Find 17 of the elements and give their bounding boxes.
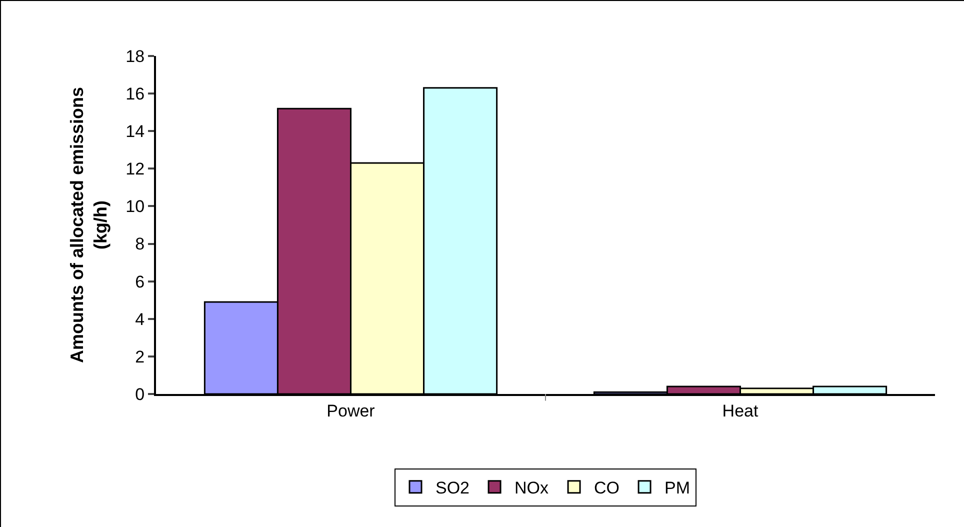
- legend-label: NOx: [514, 478, 550, 498]
- y-axis-title: Amounts of allocated emissions (kg/h): [66, 86, 110, 364]
- x-tick-label: Power: [326, 401, 376, 420]
- y-tick-label: 10: [126, 197, 145, 216]
- y-tick-label: 2: [135, 347, 145, 366]
- y-tick-label: 6: [135, 272, 145, 292]
- y-tick-label: 8: [135, 234, 145, 254]
- y-tick-label: 18: [126, 46, 145, 66]
- y-tick-label: 0: [135, 384, 145, 404]
- y-tick-label: 14: [126, 122, 145, 142]
- legend-label: SO2: [436, 478, 470, 498]
- legend-label: CO: [594, 478, 620, 498]
- y-tick-label: 4: [135, 310, 145, 329]
- legend-label: PM: [664, 478, 690, 498]
- x-tick-label: Heat: [722, 401, 758, 420]
- y-tick-label: 16: [126, 84, 145, 104]
- y-tick-label: 12: [126, 160, 145, 179]
